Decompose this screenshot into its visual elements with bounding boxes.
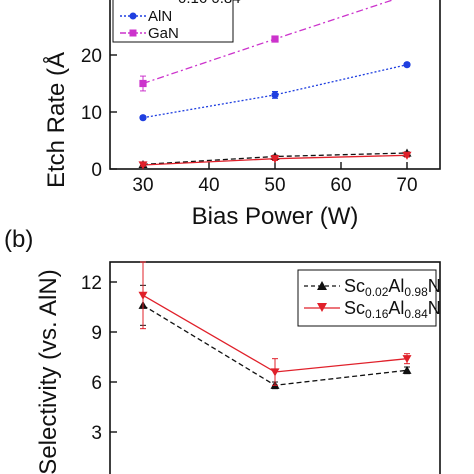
panel-b-series-1-point: [138, 291, 148, 300]
legend-sc016-marker: [317, 303, 327, 312]
panel-b-y-tick-label: 6: [91, 373, 102, 394]
legend-cut-subscript: 0.16 0.84: [178, 0, 241, 7]
panel-a-ticks: 0 10 20 30 40 50 60 70: [81, 46, 418, 196]
legend-gan-label: GaN: [148, 25, 179, 42]
panel-b-series-0-point: [402, 365, 412, 374]
panel-b-y-tick-label: 12: [81, 273, 102, 294]
panel-a-series-0-point: [271, 91, 279, 99]
panel-a-x-tick-label: 60: [330, 175, 351, 196]
panel-a-legend: 0.16 0.84 AlN GaN: [112, 0, 241, 43]
panel-a-series-1-point: [271, 35, 279, 43]
panel-a-x-tick-label: 50: [264, 175, 285, 196]
legend-sc002-label: Sc0.02Al0.98N: [344, 276, 441, 299]
panel-b-series-1-point: [270, 368, 280, 377]
legend-aln-marker: [129, 12, 137, 20]
legend-aln-label: AlN: [148, 8, 172, 25]
panel-b-legend-box: [297, 269, 437, 327]
panel-b-legend: Sc0.02Al0.98N Sc0.16Al0.84N: [297, 269, 441, 327]
panel-a-y-tick-label: 10: [81, 103, 102, 124]
legend-sc002-marker: [317, 281, 327, 290]
panel-a-series-3-point: [402, 151, 412, 160]
panel-a-series: [138, 0, 412, 170]
panel-b-series: [138, 261, 412, 390]
panel-a-y-axis-title: Etch Rate (Å: [42, 52, 70, 188]
panel-b-y-tick-label: 3: [91, 423, 102, 444]
panel-a-series-0-point: [139, 114, 147, 122]
legend-gan-marker: [129, 29, 137, 37]
panel-b-y-tick-label: 9: [91, 323, 102, 344]
panel-a-y-tick-label: 20: [81, 46, 102, 67]
panel-a-series-1-point: [139, 79, 147, 88]
panel-b-ticks: 3 6 9 12: [81, 273, 117, 444]
panel-a-x-tick-label: 70: [396, 175, 417, 196]
panel-a: 0 10 20 30 40 50 60 70 0.16 0.84 AlN GaN Etch R…: [42, 0, 441, 230]
panel-b-series-1-point: [402, 355, 412, 364]
legend-sc016-label: Sc0.16Al0.84N: [344, 298, 441, 321]
panel-a-series-3-point: [270, 155, 280, 164]
panel-b-plot-frame: [109, 261, 441, 474]
panel-a-y-tick-label: 0: [91, 160, 102, 181]
panel-a-x-tick-label: 40: [198, 175, 219, 196]
panel-b-label: (b): [4, 226, 33, 253]
panel-a-series-3-point: [138, 161, 148, 170]
panel-a-x-axis-title: Bias Power (W): [192, 203, 359, 230]
panel-b-y-axis-title: Selectivity (vs. AlN): [35, 269, 62, 474]
panel-a-series-0-point: [403, 61, 411, 69]
panel-a-x-tick-label: 30: [132, 175, 153, 196]
panel-b: (b) 3 6 9 12 Sc0.02Al0.98N Sc0.16Al0.84N Se…: [4, 226, 441, 474]
